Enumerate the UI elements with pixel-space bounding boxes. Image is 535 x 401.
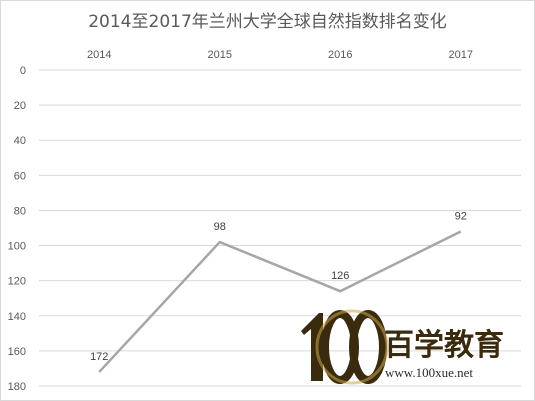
data-label: 126 (331, 270, 349, 282)
y-axis-ticks: 0 20 40 60 80 100 120 140 160 180 (8, 65, 26, 393)
x-axis-ticks: 2014 2015 2016 2017 (87, 49, 473, 61)
watermark-logo (301, 309, 389, 385)
y-tick-label: 100 (8, 241, 26, 253)
y-tick-label: 40 (14, 135, 26, 147)
series-line (98, 230, 462, 373)
y-tick-label: 0 (20, 65, 26, 77)
watermark-site: www.100xue.net (385, 365, 473, 380)
x-tick-label: 2016 (328, 49, 352, 61)
y-tick-label: 140 (8, 311, 26, 323)
data-label: 92 (455, 211, 467, 223)
data-labels: 172 98 126 92 (90, 211, 467, 363)
x-tick-label: 2017 (449, 49, 473, 61)
x-tick-label: 2015 (208, 49, 232, 61)
y-tick-label: 160 (8, 346, 26, 358)
y-tick-label: 120 (8, 276, 26, 288)
y-tick-label: 180 (8, 381, 26, 393)
series-lines (98, 230, 462, 373)
data-label: 98 (214, 221, 226, 233)
y-tick-label: 20 (14, 100, 26, 112)
watermark: 百学教育 www.100xue.net (301, 309, 504, 385)
data-label: 172 (90, 351, 108, 363)
x-tick-label: 2014 (87, 49, 111, 61)
watermark-brand: 百学教育 (384, 328, 504, 363)
y-tick-label: 80 (14, 205, 26, 217)
y-tick-label: 60 (14, 170, 26, 182)
chart-title: 2014至2017年兰州大学全球自然指数排名变化 (88, 12, 447, 32)
